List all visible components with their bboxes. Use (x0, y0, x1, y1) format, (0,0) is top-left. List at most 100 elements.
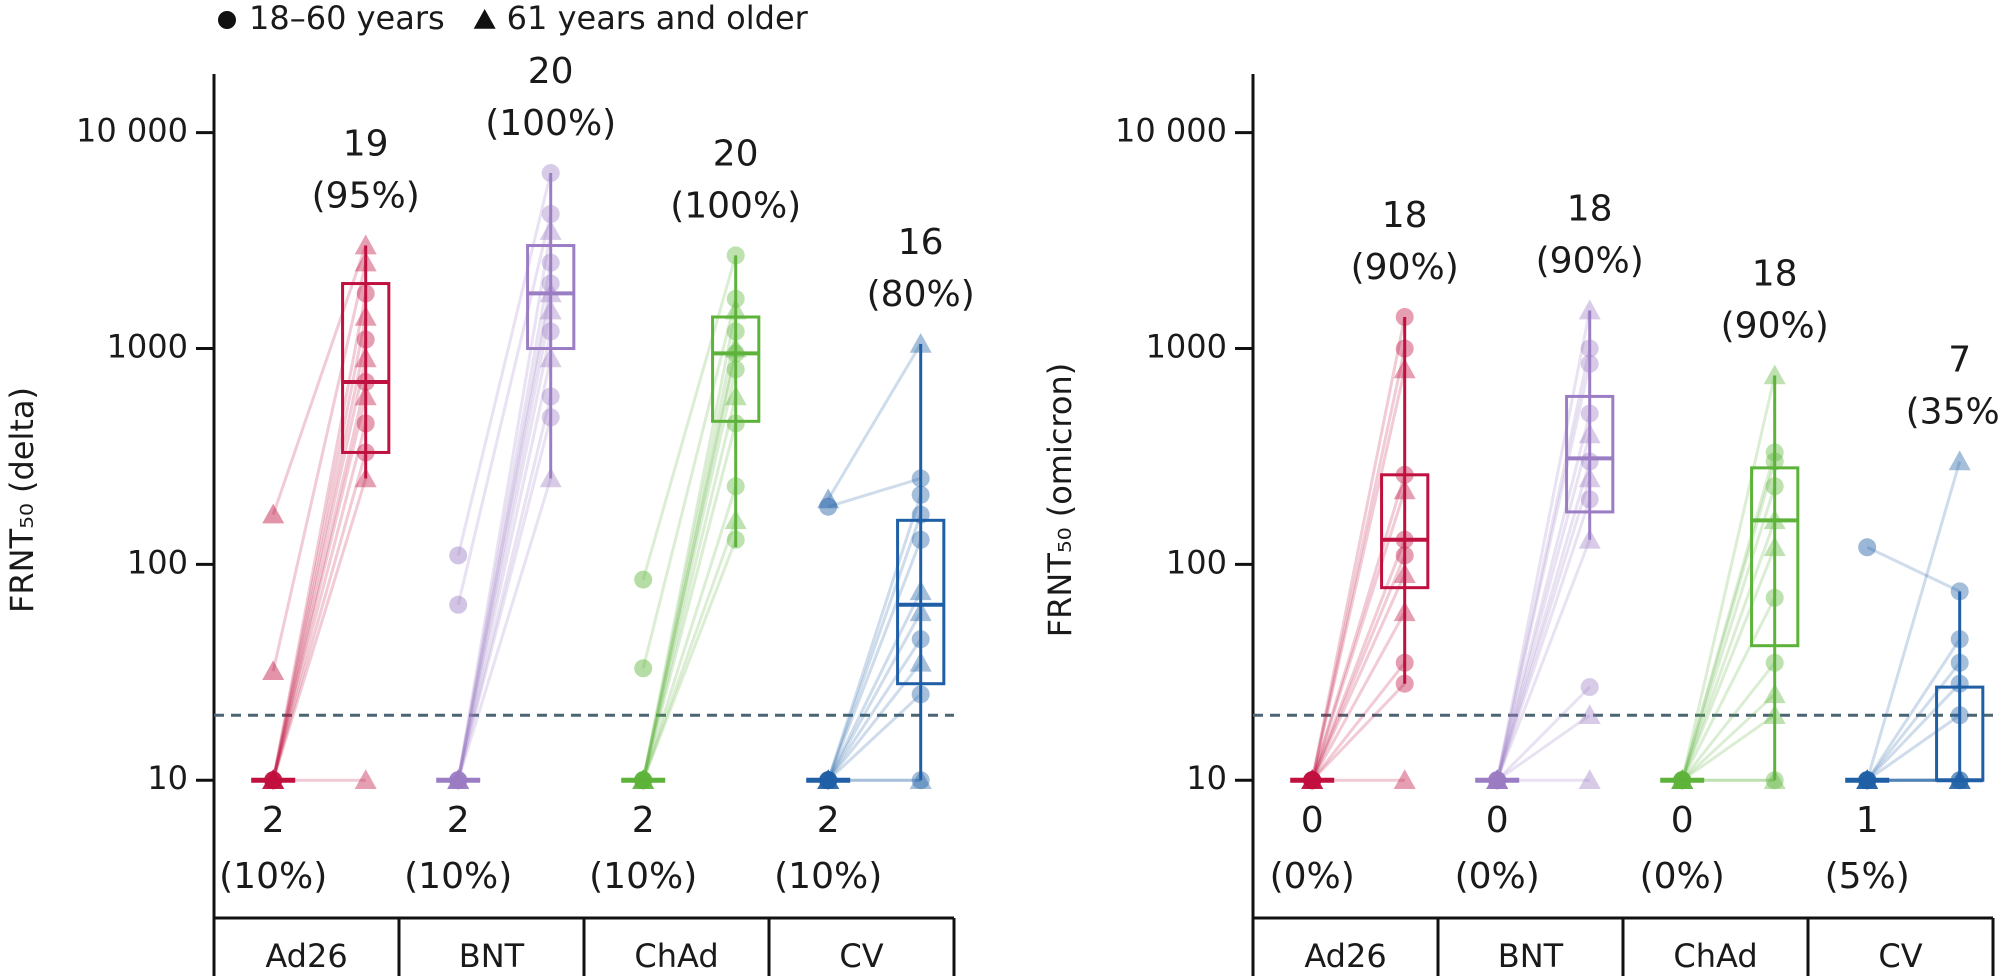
legend-marker (218, 11, 236, 29)
pair-line (1495, 310, 1592, 781)
baseline-point (1856, 769, 1879, 790)
followup-point (726, 246, 745, 265)
baseline-point (264, 771, 283, 790)
legend-label: 61 years and older (507, 0, 809, 37)
baseline-point (1303, 771, 1322, 790)
baseline-point (819, 497, 838, 516)
above-count: 7 (1948, 339, 1971, 380)
baseline-point (1488, 771, 1507, 790)
baseline-point (819, 771, 838, 790)
baseline-point (264, 771, 283, 790)
baseline-point (1856, 769, 1879, 790)
baseline-point (632, 769, 655, 790)
pair-line (641, 539, 738, 781)
pair-line (641, 369, 738, 781)
baseline-point (819, 771, 838, 790)
pair-line (1680, 546, 1777, 781)
baseline-point (1671, 769, 1694, 790)
pair-line (1311, 682, 1406, 782)
pair-line (1495, 363, 1592, 781)
below-percent: (10%) (589, 856, 697, 897)
below-percent: (10%) (774, 856, 882, 897)
baseline-point (1303, 771, 1322, 790)
pair-line (1495, 348, 1592, 781)
baseline-point (632, 769, 655, 790)
followup-point (1763, 364, 1786, 385)
pair-line (1865, 638, 1961, 782)
pair-line (456, 358, 553, 781)
pair-line (1495, 498, 1592, 781)
below-percent: (5%) (1825, 856, 1910, 897)
followup-point (1578, 299, 1601, 320)
above-percent: (90%) (1536, 241, 1644, 282)
pair-line (456, 310, 553, 781)
above-count: 18 (1567, 189, 1613, 230)
pair-line (826, 539, 923, 781)
pair-line (1496, 714, 1591, 782)
below-count: 0 (1486, 800, 1509, 841)
baseline-point (449, 771, 468, 790)
baseline-point (1486, 769, 1509, 790)
followup-point (1578, 704, 1601, 725)
below-count: 1 (1856, 800, 1879, 841)
followup-point (909, 332, 932, 353)
baseline-point (447, 769, 470, 790)
pair-line (641, 519, 738, 781)
above-count: 20 (528, 51, 574, 92)
baseline-point (1671, 769, 1694, 790)
baseline-point (1303, 771, 1322, 790)
box (1380, 473, 1430, 590)
baseline-point (1671, 769, 1694, 790)
box (341, 282, 391, 454)
pair-line (1310, 369, 1407, 781)
pair-line (641, 255, 738, 581)
pair-line (826, 611, 923, 781)
above-percent: (95%) (312, 176, 420, 217)
y-axis-label: FRNT₅₀ (omicron) (1041, 363, 1079, 637)
baseline-point (1488, 771, 1507, 790)
pair-line (1680, 485, 1777, 781)
baseline-point (1671, 769, 1694, 790)
pair-line (641, 396, 738, 781)
pair-line (271, 339, 368, 781)
pair-line (1496, 686, 1591, 782)
baseline-point (1673, 771, 1692, 790)
pair-line (1681, 714, 1776, 782)
baseline-point (1858, 771, 1877, 790)
baseline-point (1856, 769, 1879, 790)
pair-line (826, 343, 922, 501)
pair-line (641, 423, 738, 781)
pair-line (456, 230, 553, 781)
pair-line (1866, 661, 1961, 782)
below-percent: (0%) (1270, 856, 1355, 897)
baseline-point (1301, 769, 1324, 790)
followup-point (1948, 450, 1971, 471)
pair-line (271, 396, 368, 781)
pair-line (271, 293, 368, 781)
baseline-point (819, 771, 838, 790)
baseline-point (449, 595, 468, 614)
baseline-point (1303, 771, 1322, 790)
pair-line (1495, 413, 1592, 781)
baseline-point (1488, 771, 1507, 790)
baseline-point (1671, 769, 1694, 790)
baseline-point (449, 771, 468, 790)
pair-line (1495, 478, 1592, 781)
pair-line (271, 262, 368, 672)
pair-line (1866, 714, 1961, 782)
baseline-point (447, 769, 470, 790)
baseline-point (1486, 769, 1509, 790)
baseline-point (1486, 769, 1509, 790)
category-label: CV (1878, 937, 1922, 975)
baseline-point (1301, 769, 1324, 790)
category-label: BNT (1498, 937, 1564, 975)
above-percent: (80%) (867, 274, 975, 315)
below-percent: (0%) (1455, 856, 1540, 897)
pair-line (1310, 474, 1407, 781)
above-percent: (100%) (485, 103, 616, 144)
above-percent: (100%) (670, 185, 801, 226)
pair-line (826, 638, 922, 782)
y-tick-label: 10 000 (76, 112, 188, 150)
baseline-point (449, 771, 468, 790)
baseline-point (449, 546, 468, 565)
